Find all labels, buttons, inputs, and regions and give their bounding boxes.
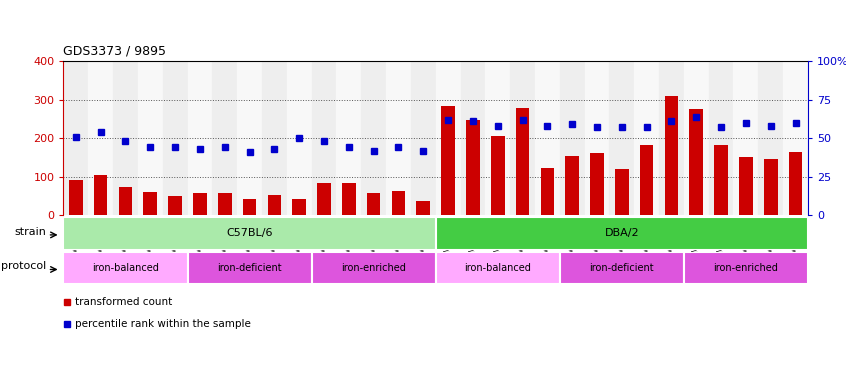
Bar xyxy=(361,61,386,215)
Bar xyxy=(188,61,212,215)
Text: DBA/2: DBA/2 xyxy=(605,228,639,238)
Bar xyxy=(466,120,480,215)
Bar xyxy=(788,152,802,215)
Bar xyxy=(218,193,232,215)
Bar xyxy=(392,191,405,215)
Bar xyxy=(94,175,107,215)
Text: iron-enriched: iron-enriched xyxy=(341,263,406,273)
Bar xyxy=(262,61,287,215)
Bar xyxy=(193,193,206,215)
Text: protocol: protocol xyxy=(1,261,47,271)
Bar xyxy=(337,61,361,215)
Bar xyxy=(168,196,182,215)
Bar xyxy=(311,61,337,215)
Bar xyxy=(709,61,733,215)
Text: percentile rank within the sample: percentile rank within the sample xyxy=(74,319,250,329)
Text: transformed count: transformed count xyxy=(74,297,172,307)
Bar xyxy=(317,183,331,215)
Bar xyxy=(311,252,436,284)
Bar xyxy=(267,195,281,215)
Bar xyxy=(565,156,579,215)
Bar xyxy=(764,159,777,215)
Bar xyxy=(416,201,430,215)
Text: strain: strain xyxy=(14,227,47,237)
Bar xyxy=(739,157,753,215)
Bar xyxy=(560,61,585,215)
Bar xyxy=(243,199,256,215)
Bar xyxy=(486,61,510,215)
Bar xyxy=(162,61,188,215)
Bar xyxy=(212,61,237,215)
Text: C57BL/6: C57BL/6 xyxy=(227,228,272,238)
Bar xyxy=(684,61,709,215)
Bar xyxy=(609,61,634,215)
Bar xyxy=(386,61,411,215)
Bar xyxy=(783,61,808,215)
Bar xyxy=(118,187,132,215)
Bar xyxy=(758,61,783,215)
Bar xyxy=(640,145,653,215)
Bar xyxy=(293,199,306,215)
Text: iron-deficient: iron-deficient xyxy=(590,263,654,273)
Bar xyxy=(460,61,486,215)
Text: iron-enriched: iron-enriched xyxy=(713,263,778,273)
Text: iron-deficient: iron-deficient xyxy=(217,263,282,273)
Bar xyxy=(436,217,808,250)
Bar xyxy=(287,61,311,215)
Bar xyxy=(684,252,808,284)
Bar xyxy=(516,108,530,215)
Bar xyxy=(113,61,138,215)
Bar xyxy=(535,61,560,215)
Bar xyxy=(436,61,460,215)
Bar xyxy=(367,193,381,215)
Bar xyxy=(560,252,684,284)
Bar xyxy=(63,61,88,215)
Bar xyxy=(69,180,83,215)
Bar xyxy=(659,61,684,215)
Bar xyxy=(63,252,188,284)
Bar xyxy=(665,96,678,215)
Bar xyxy=(237,61,262,215)
Bar xyxy=(442,106,455,215)
Bar xyxy=(733,61,758,215)
Bar xyxy=(634,61,659,215)
Bar xyxy=(436,252,560,284)
Text: iron-balanced: iron-balanced xyxy=(464,263,531,273)
Bar xyxy=(63,217,436,250)
Bar xyxy=(689,109,703,215)
Bar xyxy=(411,61,436,215)
Bar xyxy=(541,168,554,215)
Bar xyxy=(585,61,609,215)
Bar xyxy=(144,192,157,215)
Bar xyxy=(138,61,162,215)
Bar xyxy=(188,252,311,284)
Bar xyxy=(491,136,504,215)
Text: GDS3373 / 9895: GDS3373 / 9895 xyxy=(63,45,167,58)
Bar xyxy=(510,61,535,215)
Bar xyxy=(342,183,355,215)
Bar xyxy=(615,169,629,215)
Bar xyxy=(88,61,113,215)
Bar xyxy=(714,145,728,215)
Text: iron-balanced: iron-balanced xyxy=(92,263,159,273)
Bar xyxy=(591,153,604,215)
